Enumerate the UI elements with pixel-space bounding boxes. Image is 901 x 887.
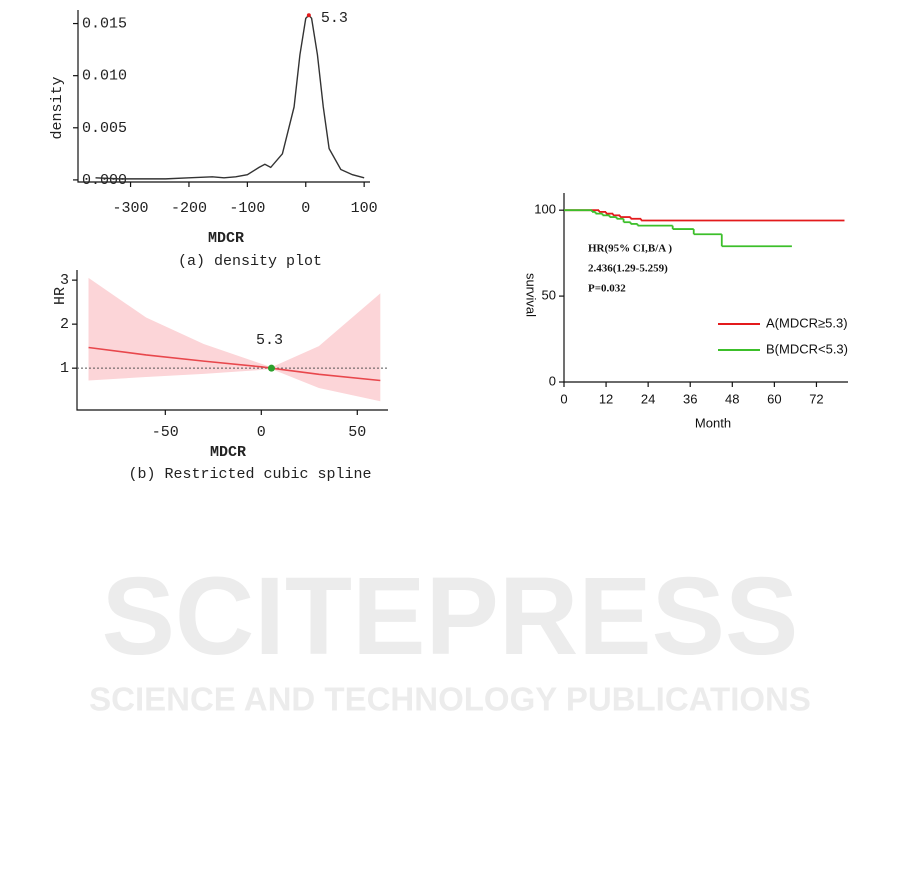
ci-band	[88, 277, 381, 402]
watermark-subtitle: SCIENCE AND TECHNOLOGY PUBLICATIONS	[89, 681, 811, 718]
y-axis-label: density	[49, 76, 66, 139]
x-tick-label: -300	[113, 200, 149, 217]
x-tick-label: 100	[351, 200, 378, 217]
hr-note: P=0.032	[588, 283, 626, 295]
axes	[76, 270, 388, 411]
y-tick-label: 2	[60, 316, 69, 333]
hr-note: 2.436(1.29-5.259)	[588, 263, 668, 275]
y-tick-label: 3	[60, 272, 69, 289]
y-tick-label: 50	[542, 288, 556, 303]
annotation-label: 5.3	[256, 332, 283, 349]
axes	[77, 10, 370, 183]
x-tick-label: 0	[560, 391, 567, 406]
caption: (a) density plot	[178, 253, 322, 270]
hr-note: HR(95% CI,B/A )	[588, 243, 672, 255]
x-tick-label: 24	[641, 391, 655, 406]
x-tick-label: 12	[599, 391, 613, 406]
annotation-point	[306, 13, 311, 18]
x-tick-label: 72	[809, 391, 823, 406]
x-axis-label: Month	[695, 415, 731, 430]
x-tick-label: 36	[683, 391, 697, 406]
y-axis-label: survival	[524, 273, 539, 317]
y-tick-label: 1	[60, 360, 69, 377]
x-tick-label: 48	[725, 391, 739, 406]
watermark-title: SCITEPRESS	[102, 555, 799, 678]
y-tick-label: 100	[534, 202, 556, 217]
x-tick-label: -200	[171, 200, 207, 217]
x-tick-label: -100	[229, 200, 265, 217]
x-axis-label: MDCR	[210, 444, 246, 461]
annotation-point	[267, 364, 275, 372]
legend-label: B(MDCR<5.3)	[766, 341, 848, 356]
y-axis-label: HR	[52, 287, 69, 305]
x-tick-label: 50	[348, 424, 366, 441]
x-axis-label: MDCR	[208, 230, 244, 247]
y-tick-label: 0.015	[82, 16, 127, 33]
x-tick-label: 0	[301, 200, 310, 217]
y-tick-label: 0.005	[82, 120, 127, 137]
y-tick-label: 0.010	[82, 68, 127, 85]
y-tick-label: 0.000	[82, 172, 127, 189]
x-tick-label: 60	[767, 391, 781, 406]
x-tick-label: -50	[152, 424, 179, 441]
legend-label: A(MDCR≥5.3)	[766, 315, 848, 330]
hr-line	[88, 346, 381, 382]
caption: (b) Restricted cubic spline	[128, 466, 371, 483]
x-tick-label: 0	[257, 424, 266, 441]
density-line	[95, 14, 365, 180]
annotation-label: 5.3	[321, 10, 348, 27]
y-tick-label: 0	[549, 373, 556, 388]
